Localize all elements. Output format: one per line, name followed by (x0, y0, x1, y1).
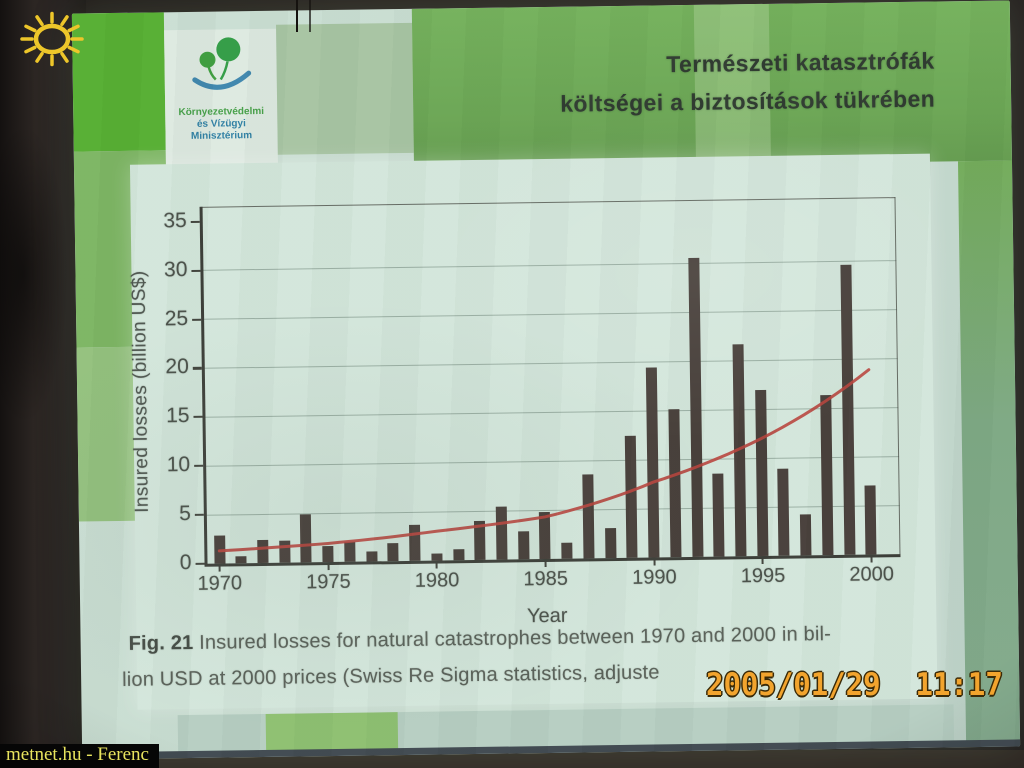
sun-icon (20, 11, 84, 67)
insured-losses-chart: 0 5 10 15 20 25 30 35 1970 1975 1980 1985 1990 1995 20… (72, 0, 1020, 759)
curtain-fold (0, 130, 78, 490)
trend-line (217, 368, 871, 553)
ministry-logo: Környezetvédelmi és Vízügyi Minisztérium (164, 28, 278, 167)
screen-wire (296, 0, 298, 32)
projection-screen: Környezetvédelmi és Vízügyi Minisztérium… (71, 0, 1021, 760)
camera-timestamp: 2005/01/29 11:17 (706, 666, 1003, 703)
screen-wire (309, 0, 311, 32)
watermark: metnet.hu - Ferenc (0, 744, 159, 768)
trend-line-path (217, 368, 871, 553)
y-tick-label: 0 (179, 550, 192, 575)
y-tick-label: 35 (163, 208, 187, 233)
x-axis-title: Year (526, 604, 568, 628)
y-axis-title: Insured losses (billion US$) (128, 270, 153, 514)
figure-number: Fig. 21 (128, 631, 194, 655)
ministry-logo-icon (192, 37, 252, 90)
